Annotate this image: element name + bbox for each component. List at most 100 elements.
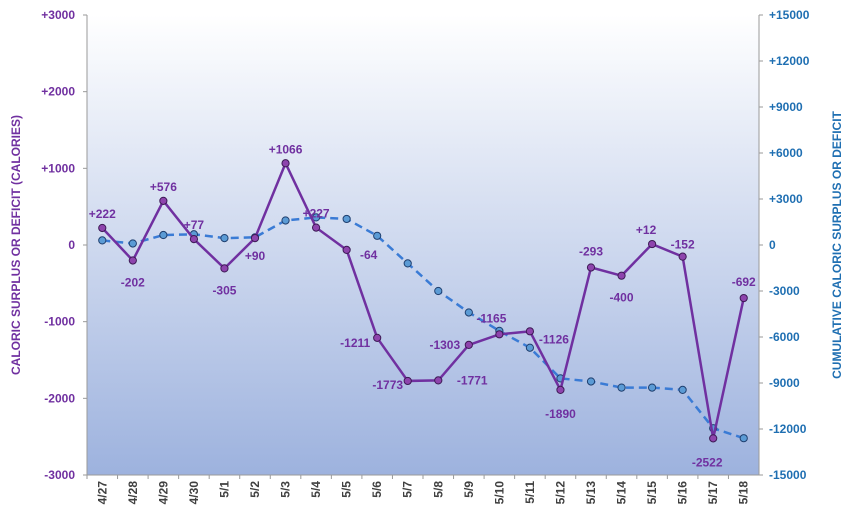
cumulative-point [159, 230, 168, 240]
cumulative-point [220, 234, 229, 243]
x-tick-label: 5/14 [615, 481, 629, 505]
cumulative-point [464, 308, 473, 317]
x-tick-label: 5/5 [340, 481, 354, 498]
daily-data-label: -202 [121, 275, 145, 289]
daily-data-label: +77 [184, 218, 205, 232]
daily-data-label: -1773 [372, 378, 403, 392]
x-tick-label: 5/12 [553, 481, 567, 505]
daily-point [647, 239, 657, 249]
daily-data-label: +576 [150, 180, 177, 194]
y-right-tick-label: -6000 [769, 330, 800, 344]
daily-point [281, 159, 290, 168]
daily-data-label: -152 [671, 238, 695, 252]
y-right-tick-label: 0 [769, 238, 776, 252]
x-tick-label: 5/3 [279, 481, 293, 498]
x-tick-label: 5/8 [431, 481, 445, 498]
x-tick-label: 5/13 [584, 481, 598, 505]
y-right-tick-label: +3000 [769, 192, 803, 206]
daily-point [98, 223, 107, 233]
y-left-tick-label: +2000 [41, 85, 75, 99]
daily-point [495, 330, 504, 339]
cumulative-point [403, 259, 412, 268]
cumulative-point [434, 286, 443, 296]
daily-data-label: -692 [732, 275, 756, 289]
y-right-tick-label: -3000 [769, 284, 800, 298]
x-tick-label: 5/7 [401, 481, 415, 498]
x-tick-label: 4/29 [156, 481, 170, 505]
y-right-tick-label: +12000 [769, 54, 810, 68]
x-tick-label: 4/27 [95, 481, 109, 505]
daily-data-label: -400 [610, 291, 634, 305]
x-tick-label: 4/28 [126, 481, 140, 505]
cumulative-point [678, 385, 687, 394]
y-right-tick-label: -9000 [769, 376, 800, 390]
y-right-tick-label: +15000 [769, 8, 810, 22]
daily-data-label: +12 [636, 223, 657, 237]
x-tick-label: 5/15 [645, 481, 659, 505]
cumulative-series-line [102, 216, 745, 440]
daily-data-label: -1303 [429, 338, 460, 352]
x-tick-label: 5/16 [676, 481, 690, 505]
plot-area [87, 15, 759, 475]
cumulative-point [739, 434, 748, 443]
cumulative-point [373, 231, 382, 240]
x-tick-label: 5/1 [217, 481, 231, 498]
daily-point [678, 252, 687, 261]
y-left-tick-label: -2000 [44, 391, 75, 405]
daily-data-label: -1211 [340, 336, 370, 350]
daily-data-label: -1890 [545, 407, 576, 421]
daily-point [342, 245, 351, 255]
daily-data-label: +1066 [269, 142, 303, 156]
daily-data-label: -305 [212, 283, 236, 297]
cumulative-point [342, 214, 351, 224]
daily-data-label: -293 [579, 244, 603, 258]
x-tick-label: 5/6 [370, 481, 384, 498]
cumulative-point [647, 383, 657, 392]
daily-data-label: -1126 [539, 332, 569, 346]
daily-point [311, 223, 321, 232]
y-left-tick-label: +1000 [41, 161, 75, 175]
daily-point [220, 264, 229, 273]
x-tick-label: 5/17 [706, 481, 720, 505]
daily-point [739, 293, 748, 303]
daily-data-label: +90 [245, 249, 266, 263]
x-tick-label: 5/10 [492, 481, 506, 505]
x-tick-label: 5/4 [309, 481, 323, 498]
y-left-tick-label: -1000 [44, 315, 75, 329]
daily-point [434, 376, 443, 385]
x-tick-label: 5/9 [462, 481, 476, 498]
daily-point [373, 333, 382, 342]
daily-point [709, 434, 718, 443]
daily-point [525, 327, 535, 336]
cumulative-point [586, 377, 596, 386]
daily-data-label: +222 [89, 207, 116, 221]
daily-point [586, 263, 596, 272]
daily-point [189, 234, 199, 244]
daily-data-label: -2522 [692, 455, 723, 469]
cumulative-point [128, 239, 137, 248]
daily-point [250, 234, 260, 243]
y-right-tick-label: -12000 [769, 422, 807, 436]
daily-data-label: -1165 [476, 311, 506, 325]
x-tick-label: 4/30 [187, 481, 201, 505]
daily-point [556, 385, 565, 394]
x-tick-label: 5/18 [737, 481, 751, 505]
x-tick-label: 5/2 [248, 481, 262, 498]
daily-data-label: +227 [303, 207, 330, 221]
daily-data-label: -1771 [457, 373, 488, 387]
x-tick-label: 5/11 [523, 481, 537, 504]
daily-point [159, 196, 168, 205]
cumulative-point [617, 383, 626, 392]
daily-data-label: -64 [360, 248, 378, 262]
daily-point [464, 340, 473, 349]
y-right-tick-label: +9000 [769, 100, 803, 114]
daily-point [403, 376, 412, 386]
cumulative-point [525, 343, 535, 352]
y-left-tick-label: -3000 [44, 468, 75, 482]
y-left-tick-label: +3000 [41, 8, 75, 22]
daily-series-line [101, 160, 745, 439]
cumulative-point [98, 236, 107, 245]
daily-point [128, 256, 137, 265]
y-left-tick-label: 0 [68, 238, 75, 252]
